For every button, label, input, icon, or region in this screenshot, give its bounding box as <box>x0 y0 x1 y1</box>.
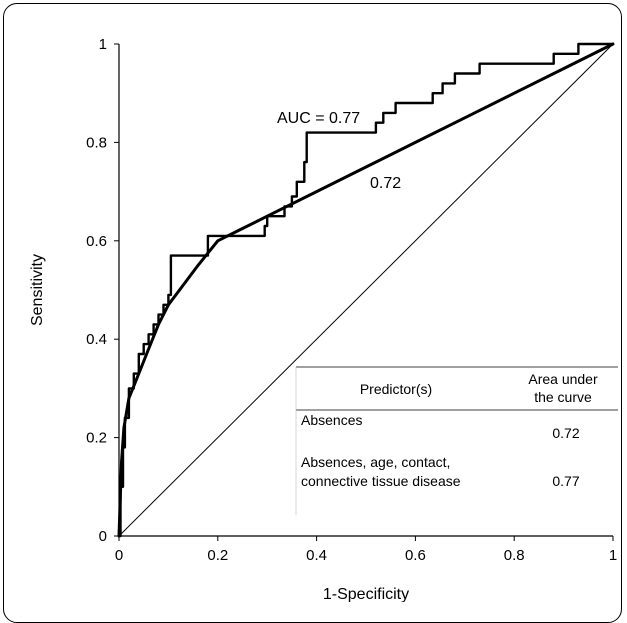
inset-table-bg <box>296 367 618 515</box>
x-tick-label: 0.4 <box>306 547 327 564</box>
annotation-auc-077: AUC = 0.77 <box>277 110 360 127</box>
table-header-area-line2: the curve <box>534 389 592 405</box>
table-header-predictors: Predictor(s) <box>360 381 432 397</box>
reference-diagonal-line <box>118 43 614 537</box>
table-header-area-line1: Area under <box>528 371 598 387</box>
table-row-2-predictor-line2: connective tissue disease <box>301 473 461 489</box>
x-tick-label: 0 <box>115 547 123 564</box>
inset-table: Predictor(s) Area under the curve Absenc… <box>295 366 618 515</box>
table-row-2-value: 0.77 <box>552 473 579 489</box>
y-tick-label: 0.2 <box>86 430 107 447</box>
y-tick-label: 0.6 <box>86 233 107 250</box>
y-tick-label: 1 <box>99 36 107 53</box>
y-tick-label: 0.8 <box>86 134 107 151</box>
y-axis-label: Sensitivity <box>29 254 46 326</box>
table-row-2-predictor-line1: Absences, age, contact, <box>301 454 450 470</box>
annotation-072: 0.72 <box>370 175 401 192</box>
x-tick-label: 1 <box>609 547 617 564</box>
x-tick-label: 0.2 <box>207 547 228 564</box>
x-tick-label: 0.8 <box>504 547 525 564</box>
x-tick-label: 0.6 <box>405 547 426 564</box>
table-row-1-value: 0.72 <box>552 425 579 441</box>
roc-chart: 0 0.2 0.4 0.6 0.8 100.20.40.60.81 AUC = 0.77 … <box>29 36 618 602</box>
series-line-auc-072 <box>117 42 615 538</box>
axis-ticks: 0 0.2 0.4 0.6 0.8 1 0 0.2 0.4 0.6 0.8 1 <box>86 36 617 564</box>
x-axis-label: 1-Specificity <box>323 586 409 602</box>
y-tick-label: 0.4 <box>86 331 107 348</box>
table-row-1-predictor: Absences <box>301 412 362 428</box>
series-group <box>117 42 615 538</box>
y-tick-label: 0 <box>99 528 107 545</box>
